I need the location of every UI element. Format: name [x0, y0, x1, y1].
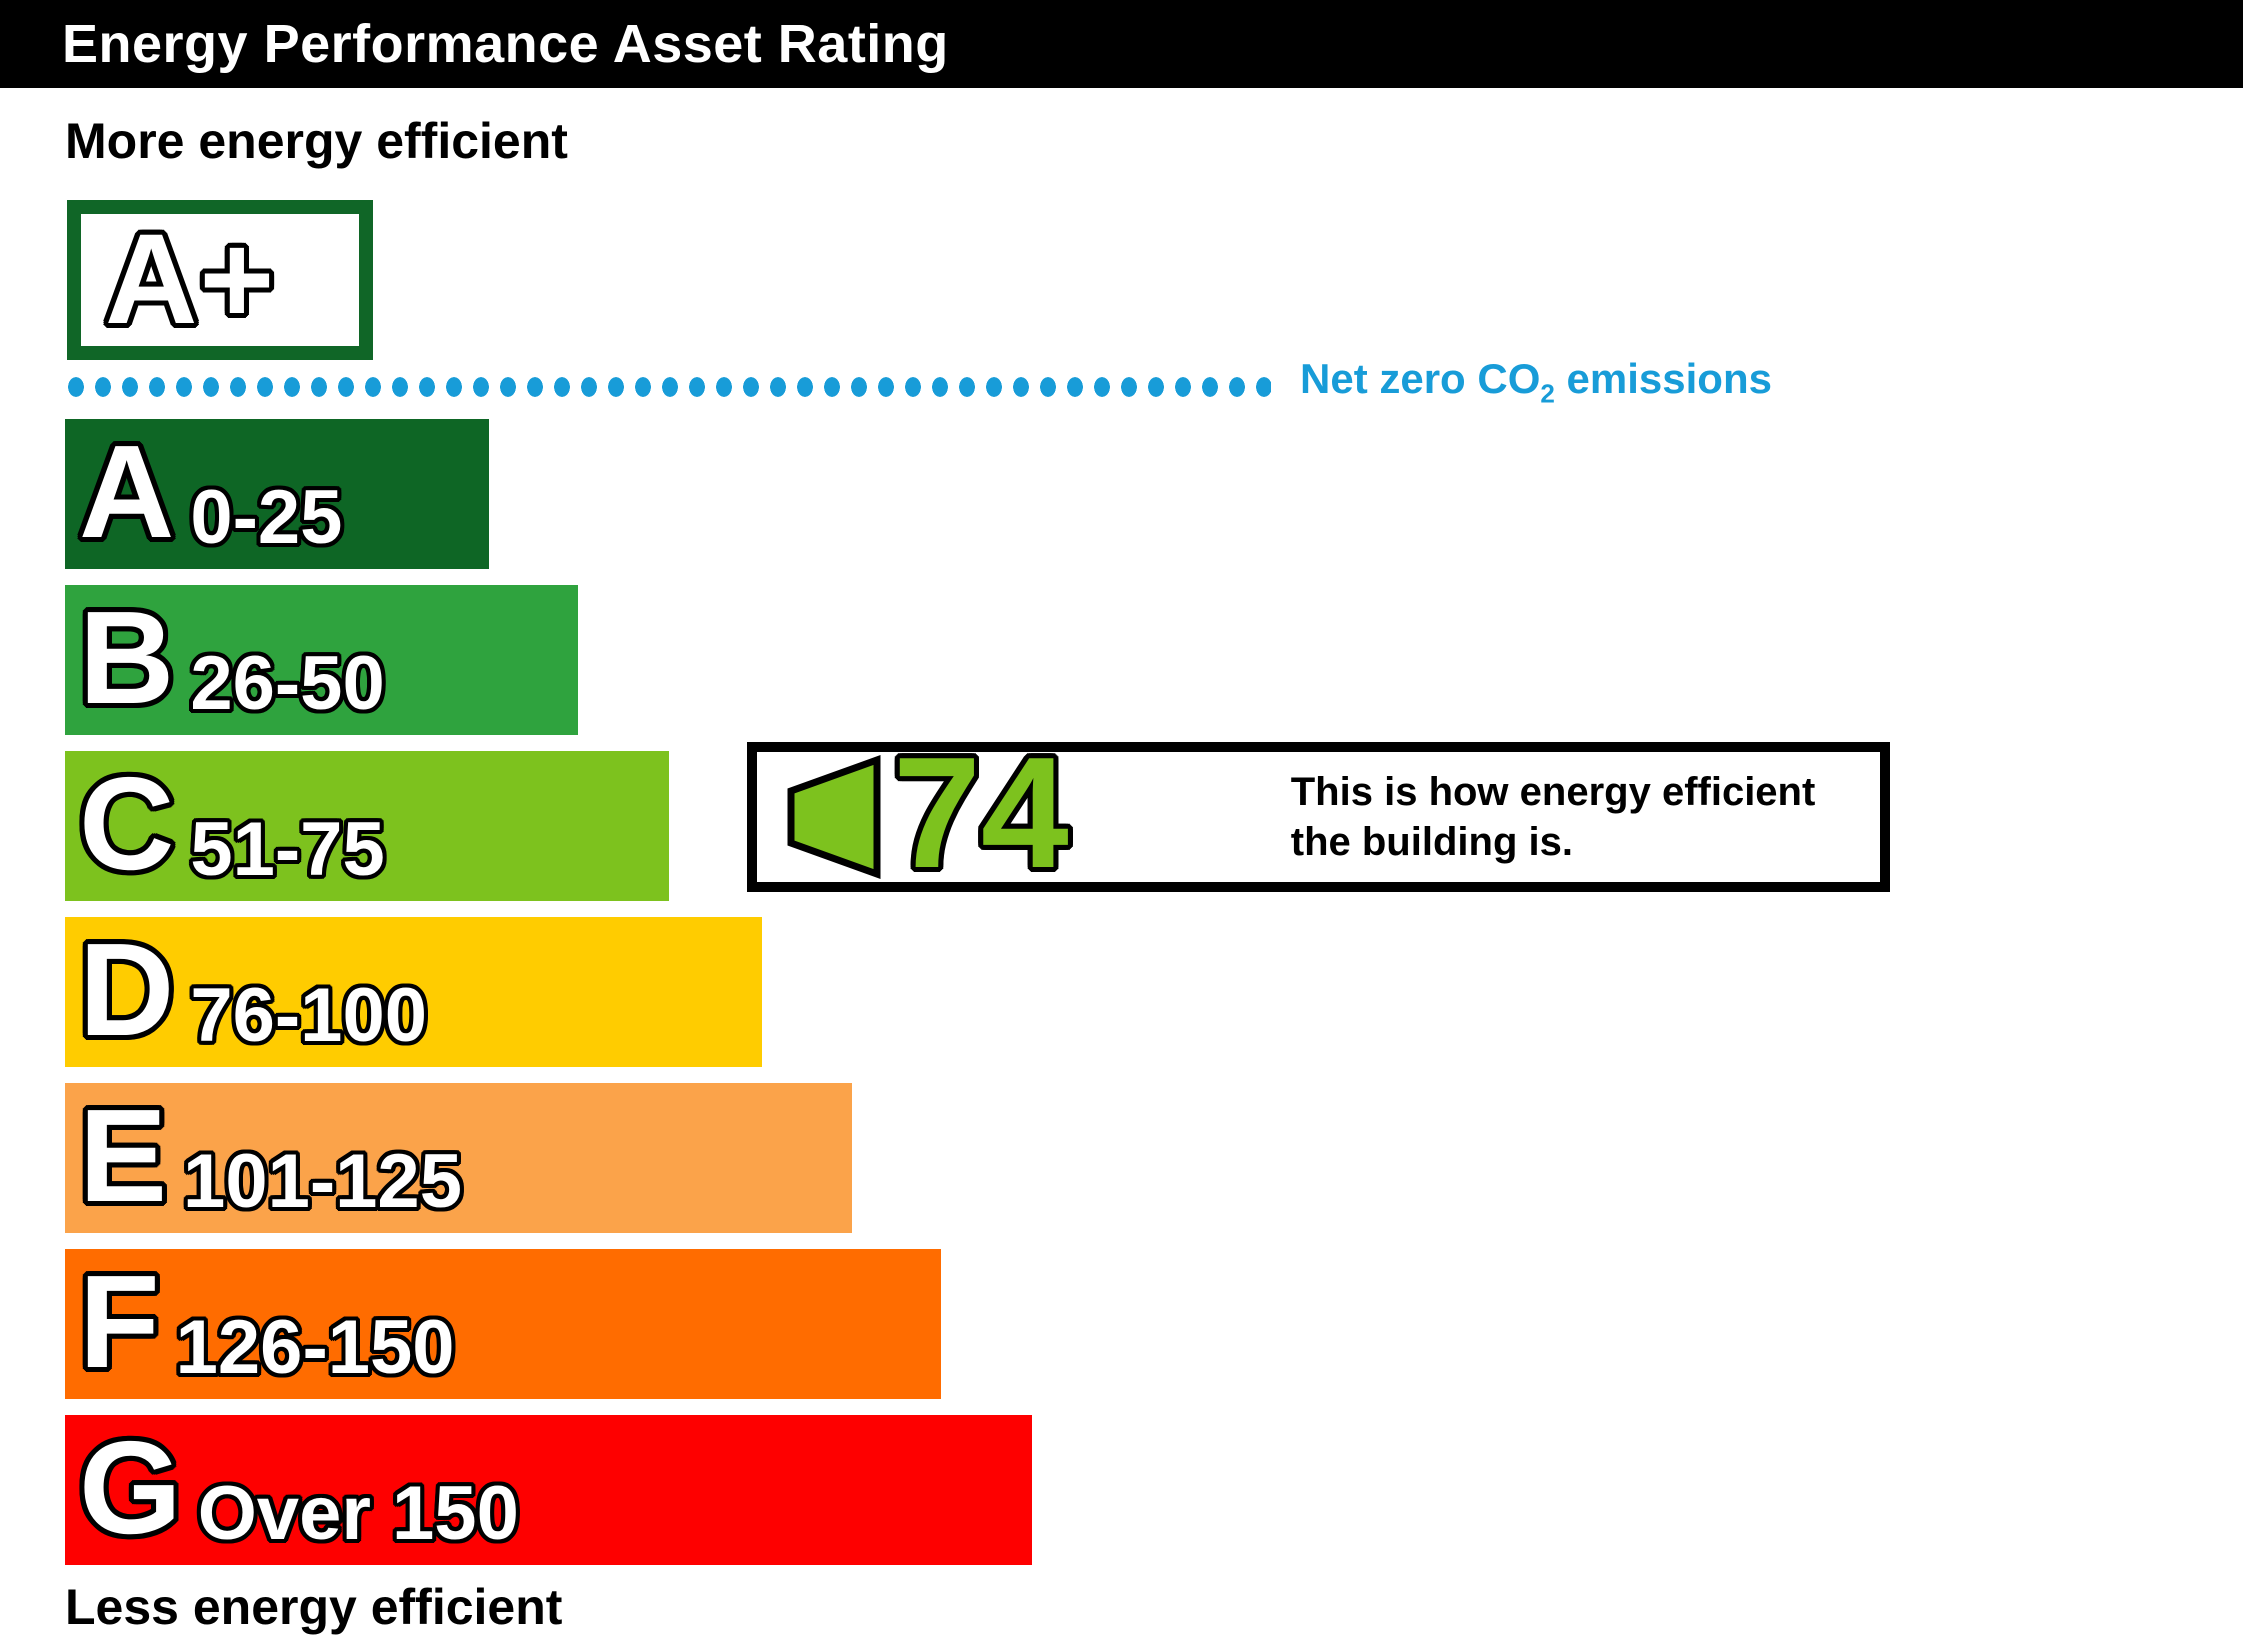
net-zero-text-pre: Net zero CO	[1300, 355, 1541, 402]
band-row: B 26-50	[65, 585, 578, 735]
net-zero-subscript: 2	[1540, 378, 1555, 409]
band-range: 0-25	[190, 475, 343, 560]
band-letter: C	[79, 750, 175, 897]
rating-indicator-box: 74 This is how energy efficient the buil…	[747, 734, 1890, 892]
band-range: 126-150	[175, 1305, 455, 1390]
band-row: E 101-125	[65, 1083, 852, 1233]
band-range: 26-50	[190, 641, 385, 726]
band-range: 51-75	[190, 807, 385, 892]
band-letter: B	[79, 584, 175, 731]
band-range: 101-125	[183, 1139, 462, 1224]
page-title: Energy Performance Asset Rating	[62, 14, 949, 74]
band-row: A 0-25	[65, 419, 489, 569]
band-row: F 126-150	[65, 1249, 941, 1399]
bands: A 0-25 B 26-50 C 51-75 D 76-100 E 101-12…	[65, 419, 1032, 1581]
band-row: D 76-100	[65, 917, 762, 1067]
net-zero-emissions-label: Net zero CO2 emissions	[1300, 355, 1772, 409]
band-letter: D	[79, 916, 175, 1063]
band-range: 76-100	[190, 973, 427, 1058]
a-plus-box: A+	[67, 200, 373, 360]
band-letter: F	[79, 1248, 160, 1395]
more-energy-efficient-label: More energy efficient	[65, 113, 568, 169]
rating-value: 74	[893, 725, 1069, 901]
net-zero-dotted-line	[63, 376, 1271, 398]
rating-description: This is how energy efficient the buildin…	[1291, 767, 1816, 867]
rating-description-line1: This is how energy efficient	[1290, 770, 1816, 814]
left-arrow-icon	[787, 755, 881, 879]
less-energy-efficient-label: Less energy efficient	[65, 1579, 563, 1635]
rating-description-line2: the building is.	[1290, 820, 1573, 864]
band-row: C 51-75	[65, 751, 669, 901]
band-letter: E	[79, 1082, 168, 1229]
band-letter: A	[79, 418, 175, 565]
header-bar: Energy Performance Asset Rating	[0, 0, 2243, 88]
a-plus-label: A+	[105, 208, 277, 351]
band-range: Over 150	[197, 1471, 519, 1556]
net-zero-text-post: emissions	[1554, 355, 1772, 402]
band-row: G Over 150	[65, 1415, 1032, 1565]
band-letter: G	[79, 1414, 182, 1561]
